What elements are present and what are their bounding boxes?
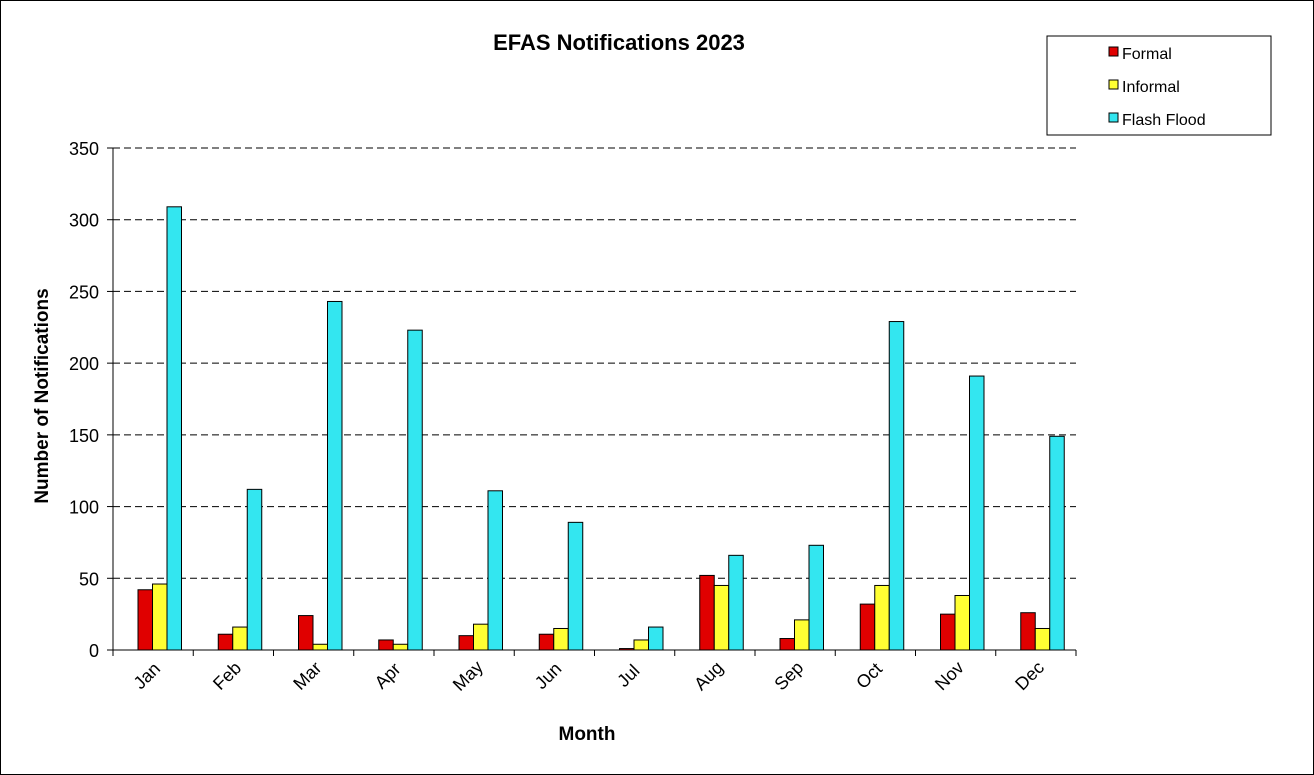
bar-informal-oct: [874, 584, 890, 651]
bar-informal-nov: [954, 594, 970, 651]
y-tick-label: 0: [89, 641, 99, 661]
bar-informal-feb: [232, 626, 248, 651]
bar-flash-flood-feb: [246, 488, 263, 651]
y-tick-label: 200: [69, 354, 99, 374]
bar-flash-flood-mar: [327, 300, 343, 651]
y-tick-label: 50: [79, 569, 99, 589]
bar-informal-sep: [794, 619, 810, 651]
bar-informal-mar: [312, 643, 328, 651]
bar-formal-aug: [699, 574, 715, 651]
y-tick-label: 150: [69, 426, 99, 446]
legend-label-flash-flood: Flash Flood: [1122, 112, 1206, 129]
bar-formal-oct: [859, 603, 876, 651]
legend-label-informal: Informal: [1122, 79, 1180, 96]
bar-formal-jan: [137, 589, 153, 651]
x-tick-label: Sep: [770, 657, 807, 694]
y-tick-label: 300: [69, 211, 99, 231]
x-tick-label: Jul: [613, 661, 643, 691]
bar-informal-apr: [392, 643, 409, 651]
bar-flash-flood-may: [487, 490, 503, 651]
bar-flash-flood-jul: [648, 626, 664, 651]
bar-flash-flood-jan: [166, 206, 182, 651]
bar-informal-jul: [633, 639, 649, 651]
legend-label-formal: Formal: [1122, 46, 1172, 63]
legend-swatch-formal: [1108, 46, 1119, 57]
bar-informal-may: [473, 623, 489, 651]
chart-title: EFAS Notifications 2023: [493, 30, 745, 55]
x-tick-label: Jun: [531, 658, 566, 693]
legend: Formal Informal Flash Flood: [1046, 35, 1272, 136]
bar-formal-mar: [298, 615, 314, 651]
bar-formal-apr: [378, 639, 394, 651]
bar-flash-flood-sep: [808, 544, 824, 651]
x-tick-label: May: [449, 657, 487, 695]
bar-informal-dec: [1034, 627, 1051, 651]
bar-formal-nov: [940, 613, 956, 651]
bars: [137, 206, 1065, 651]
bar-flash-flood-oct: [888, 321, 905, 651]
x-tick-label: Dec: [1011, 657, 1048, 694]
bar-flash-flood-jun: [567, 521, 584, 651]
legend-swatch-flash-flood: [1108, 112, 1119, 123]
x-axis-title: Month: [559, 724, 616, 745]
bar-formal-jun: [538, 633, 555, 651]
y-axis-title: Number of Notifications: [32, 288, 53, 503]
axes: [107, 147, 1077, 656]
bar-flash-flood-aug: [728, 554, 744, 651]
bar-informal-aug: [713, 584, 730, 651]
gridlines: [113, 147, 1076, 579]
x-tick-labels: Jan Feb Mar Apr May Jun Jul Aug Sep Oct Nov Dec: [130, 657, 1048, 695]
x-tick-label: Aug: [690, 657, 727, 694]
bar-flash-flood-dec: [1049, 435, 1065, 651]
legend-box: [1046, 35, 1272, 136]
bar-formal-may: [458, 635, 474, 651]
bar-formal-sep: [779, 638, 795, 651]
x-tick-label: Feb: [209, 658, 245, 694]
bar-flash-flood-apr: [407, 329, 423, 651]
x-tick-label: Jan: [130, 658, 165, 693]
x-tick-label: Oct: [852, 659, 886, 693]
bar-formal-feb: [217, 633, 234, 651]
x-tick-label: Nov: [931, 657, 968, 694]
x-tick-label: Mar: [289, 658, 325, 694]
bar-formal-dec: [1020, 612, 1036, 651]
legend-swatch-informal: [1108, 79, 1119, 90]
bar-flash-flood-nov: [969, 375, 985, 651]
bar-informal-jun: [553, 627, 569, 651]
y-tick-label: 350: [69, 139, 99, 159]
y-tick-label: 250: [69, 282, 99, 302]
x-tick-label: Apr: [371, 659, 405, 693]
y-tick-label: 100: [69, 498, 99, 518]
y-tick-labels: 0 50 100 150 200 250 300 350: [69, 139, 99, 661]
bar-informal-jan: [152, 583, 168, 651]
